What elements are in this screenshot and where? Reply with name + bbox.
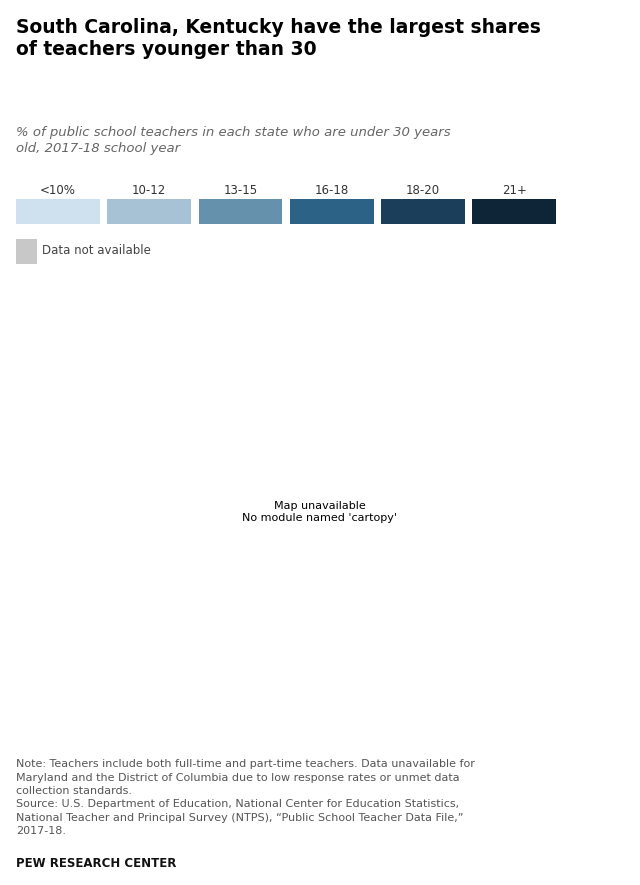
Text: 10-12: 10-12 [132, 184, 166, 197]
Bar [198, 199, 282, 224]
Bar [290, 199, 374, 224]
Bar [16, 199, 100, 224]
Text: South Carolina, Kentucky have the largest shares
of teachers younger than 30: South Carolina, Kentucky have the larges… [16, 18, 541, 59]
Text: 13-15: 13-15 [223, 184, 257, 197]
Text: Note: Teachers include both full-time and part-time teachers. Data unavailable f: Note: Teachers include both full-time an… [16, 759, 475, 836]
Text: 16-18: 16-18 [314, 184, 349, 197]
Bar [381, 199, 465, 224]
Bar [16, 239, 36, 264]
Text: 21+: 21+ [502, 184, 527, 197]
Text: Data not available: Data not available [42, 244, 150, 258]
Text: <10%: <10% [40, 184, 76, 197]
Text: PEW RESEARCH CENTER: PEW RESEARCH CENTER [16, 857, 177, 870]
Bar [108, 199, 191, 224]
Text: Map unavailable
No module named 'cartopy': Map unavailable No module named 'cartopy… [243, 501, 397, 523]
Text: 18-20: 18-20 [406, 184, 440, 197]
Text: % of public school teachers in each state who are under 30 years
old, 2017-18 sc: % of public school teachers in each stat… [16, 126, 451, 155]
Bar [472, 199, 556, 224]
